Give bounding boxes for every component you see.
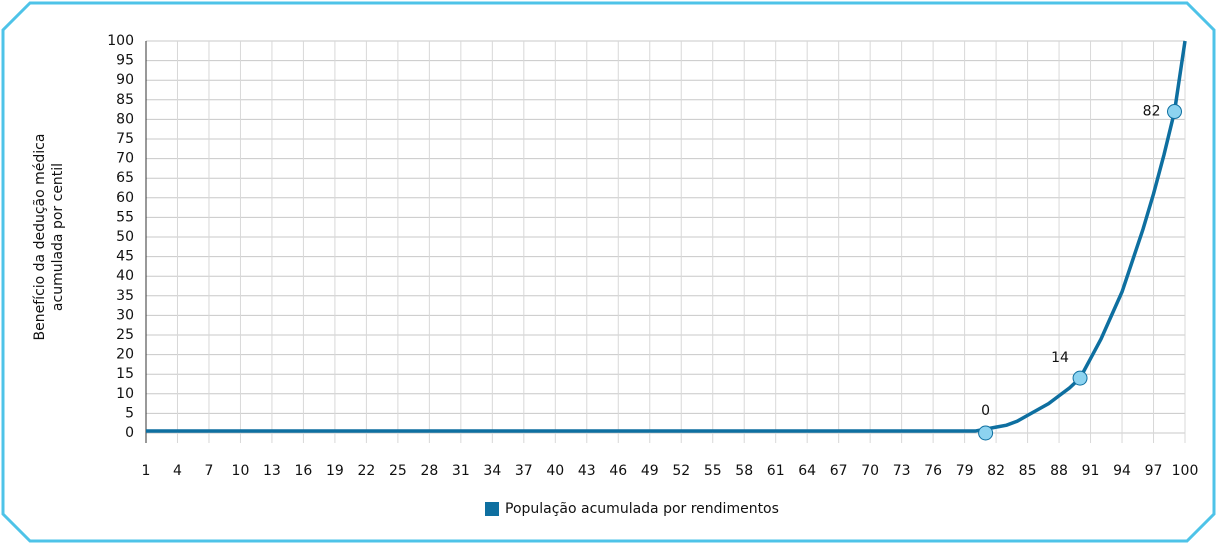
x-tick-label: 64 [798,463,816,479]
legend-label: População acumulada por rendimentos [505,501,779,517]
x-tick-label: 73 [893,463,911,479]
x-tick-label: 22 [357,463,375,479]
point-marker [1167,104,1183,120]
y-tick-label: 80 [116,111,134,127]
x-tick-label: 76 [924,463,942,479]
x-tick-label: 100 [1172,463,1199,479]
y-tick-label: 50 [116,229,134,245]
point-marker [1072,370,1088,386]
y-tick-label: 60 [116,190,134,206]
y-tick-label: 20 [116,347,134,363]
y-tick-label: 5 [125,405,134,421]
x-tick-label: 13 [263,463,281,479]
x-tick-label: 97 [1145,463,1163,479]
x-tick-label: 31 [452,463,470,479]
y-tick-label: 40 [116,268,134,284]
x-tick-label: 49 [641,463,659,479]
x-tick-label: 55 [704,463,722,479]
x-tick-label: 67 [830,463,848,479]
x-tick-label: 61 [767,463,785,479]
x-tick-label: 46 [609,463,627,479]
x-tick-label: 40 [546,463,564,479]
x-tick-label: 10 [232,463,250,479]
y-tick-label: 70 [116,151,134,167]
x-tick-label: 7 [205,463,214,479]
x-tick-label: 82 [987,463,1005,479]
x-tick-label: 4 [173,463,182,479]
y-tick-label: 10 [116,386,134,402]
x-tick-label: 70 [861,463,879,479]
x-tick-label: 58 [735,463,753,479]
y-tick-label: 100 [107,33,134,49]
y-tick-label: 30 [116,307,134,323]
y-tick-label: 55 [116,209,134,225]
y-axis-label-line: Benefício da dedução médica [32,134,48,341]
y-tick-label: 95 [116,53,134,69]
point-label: 82 [1143,104,1161,120]
x-tick-label: 37 [515,463,533,479]
y-tick-label: 75 [116,131,134,147]
y-tick-label: 25 [116,327,134,343]
point-marker [978,425,994,441]
x-tick-label: 88 [1050,463,1068,479]
y-tick-label: 90 [116,72,134,88]
x-tick-label: 52 [672,463,690,479]
y-tick-label: 45 [116,249,134,265]
y-axis-label-line: acumulada por centil [50,163,66,311]
x-tick-label: 85 [1019,463,1037,479]
legend-swatch [485,502,499,516]
x-tick-label: 79 [956,463,974,479]
x-tick-label: 94 [1113,463,1131,479]
x-tick-label: 34 [483,463,501,479]
y-tick-label: 65 [116,170,134,186]
y-tick-label: 0 [125,425,134,441]
x-tick-label: 43 [578,463,596,479]
y-tick-label: 85 [116,92,134,108]
x-tick-label: 19 [326,463,344,479]
x-tick-label: 91 [1082,463,1100,479]
y-tick-label: 35 [116,288,134,304]
x-tick-label: 1 [142,463,151,479]
x-tick-label: 16 [295,463,313,479]
y-axis-label: Benefício da dedução médica acumulada po… [32,134,66,341]
x-tick-label: 28 [420,463,438,479]
point-label: 14 [1051,350,1069,366]
x-tick-label: 25 [389,463,407,479]
y-tick-label: 15 [116,366,134,382]
point-label: 0 [981,403,990,419]
